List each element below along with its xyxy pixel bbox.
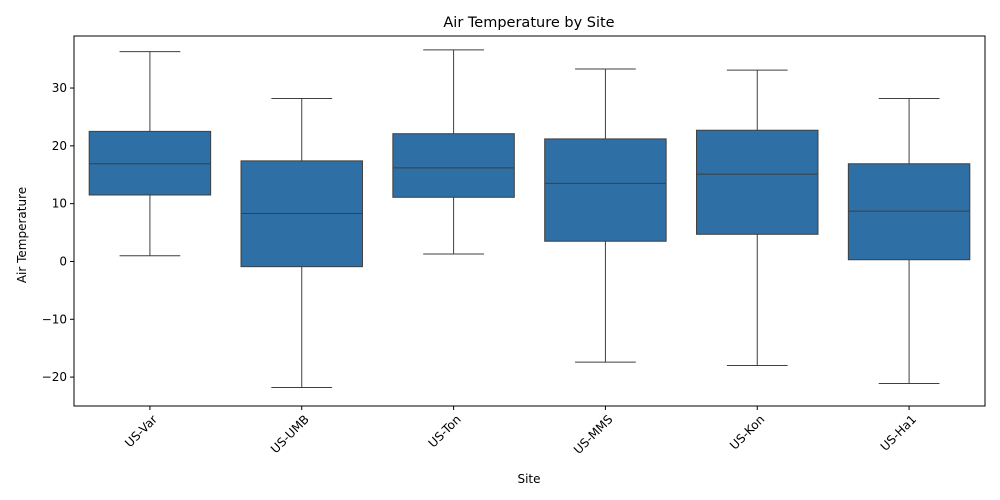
iqr-box	[847, 163, 971, 261]
y-axis: −20 −10 0 10 20 30	[42, 81, 74, 384]
y-axis-label: Air Temperature	[15, 187, 29, 283]
y-tick-label: 10	[52, 197, 67, 211]
iqr-box	[544, 138, 667, 242]
x-tick-label: US-MMS	[571, 412, 616, 457]
x-tick-label: US-UMB	[268, 412, 312, 456]
iqr-box	[392, 133, 515, 198]
x-tick-label: US-Ha1	[878, 412, 920, 454]
iqr-box	[88, 130, 212, 196]
box-us-ha1	[847, 97, 971, 384]
plot-area	[73, 35, 986, 407]
x-tick-label: US-Var	[122, 412, 160, 450]
box-us-umb	[240, 97, 363, 388]
y-tick-label: 30	[52, 81, 67, 95]
y-tick-label: −20	[42, 370, 67, 384]
box-us-ton	[392, 49, 515, 255]
plot-frame	[73, 35, 986, 407]
box-us-kon	[696, 69, 819, 367]
y-tick-label: 20	[52, 139, 67, 153]
x-tick-label: US-Kon	[727, 412, 767, 452]
x-axis-label: Site	[517, 472, 540, 486]
y-tick-label: 0	[59, 254, 67, 268]
iqr-box	[696, 129, 819, 235]
box-us-mms	[544, 68, 667, 363]
x-tick-label: US-Ton	[426, 412, 464, 450]
x-axis: US-Var US-UMB US-Ton US-MMS US-Kon US-Ha1	[122, 406, 919, 457]
chart-title: Air Temperature by Site	[443, 15, 614, 31]
box-us-var	[88, 51, 212, 257]
y-tick-label: −10	[42, 312, 67, 326]
